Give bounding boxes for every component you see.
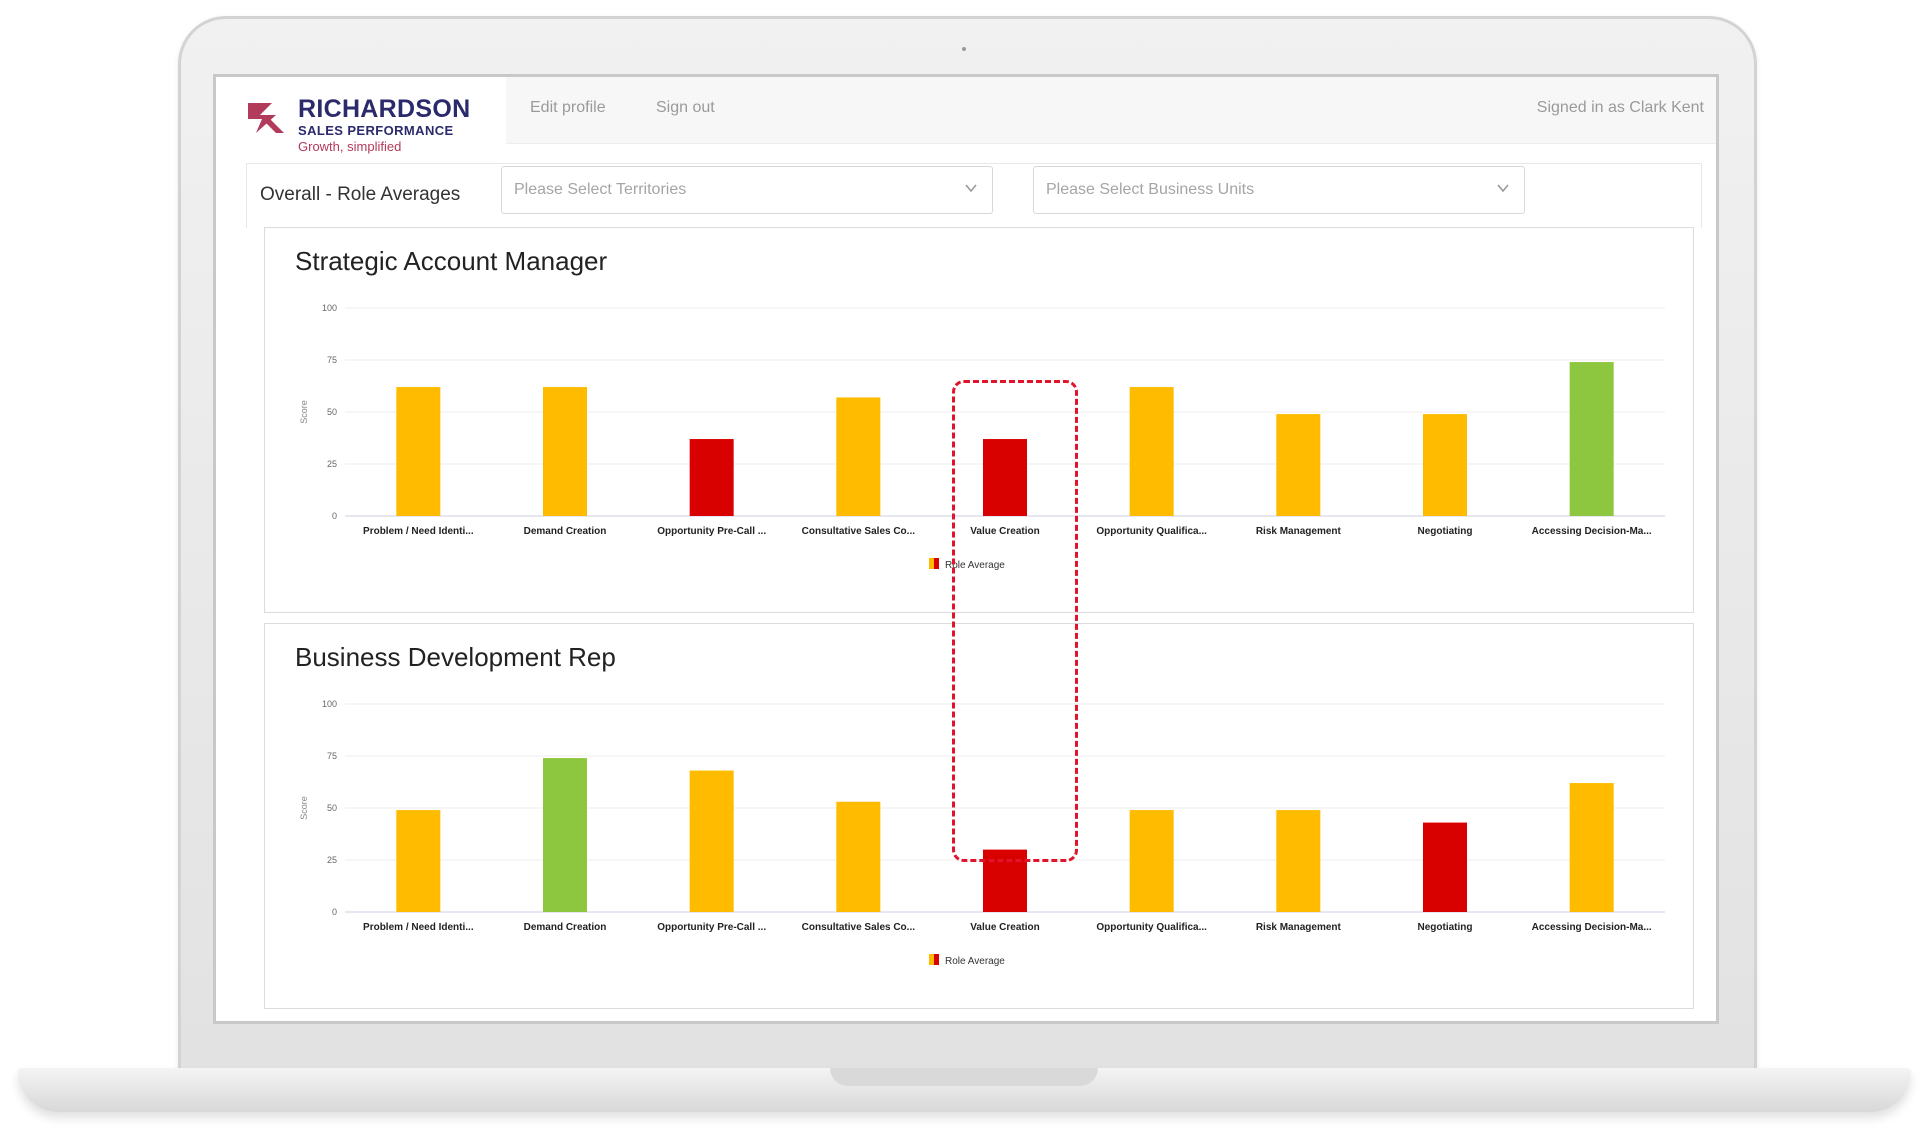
x-tick-label: Negotiating (1418, 922, 1473, 933)
y-tick-label: 25 (327, 855, 337, 865)
legend-swatch-amber (929, 954, 934, 965)
x-tick-label: Consultative Sales Co... (802, 922, 916, 933)
bar (1276, 810, 1320, 912)
bar (1276, 414, 1320, 516)
x-tick-label: Risk Management (1256, 922, 1342, 933)
bar (983, 439, 1027, 516)
x-tick-label: Demand Creation (524, 526, 607, 537)
logo[interactable]: RICHARDSON SALES PERFORMANCE Growth, sim… (216, 77, 506, 157)
x-tick-label: Opportunity Qualifica... (1096, 526, 1207, 537)
bar (543, 387, 587, 516)
app-screen: RICHARDSON SALES PERFORMANCE Growth, sim… (213, 74, 1719, 1024)
richardson-logo-icon (246, 99, 286, 135)
filter-panel: Overall - Role Averages Please Select Te… (246, 163, 1702, 228)
legend-swatch-red (934, 558, 939, 569)
chart-card-strategic-account-manager: Strategic Account Manager 0255075100Scor… (264, 227, 1694, 613)
bar (836, 397, 880, 516)
x-tick-label: Opportunity Pre-Call ... (657, 526, 766, 537)
chart-card-business-development-rep: Business Development Rep 0255075100Score… (264, 623, 1694, 1009)
bar (1130, 810, 1174, 912)
chevron-down-icon (964, 181, 978, 195)
logo-tagline: Growth, simplified (298, 139, 401, 154)
x-tick-label: Negotiating (1418, 526, 1473, 537)
y-tick-label: 100 (322, 699, 337, 709)
x-tick-label: Consultative Sales Co... (802, 526, 916, 537)
business-units-select[interactable]: Please Select Business Units (1033, 166, 1525, 214)
edit-profile-link[interactable]: Edit profile (530, 99, 606, 117)
logo-name: RICHARDSON (298, 95, 470, 124)
y-tick-label: 75 (327, 751, 337, 761)
bar (983, 850, 1027, 912)
top-navigation-bar: RICHARDSON SALES PERFORMANCE Growth, sim… (216, 77, 1716, 144)
y-tick-label: 50 (327, 803, 337, 813)
y-axis-label: Score (299, 796, 309, 820)
y-axis-label: Score (299, 400, 309, 424)
bar (836, 802, 880, 912)
territories-select[interactable]: Please Select Territories (501, 166, 993, 214)
bar (1423, 414, 1467, 516)
y-tick-label: 75 (327, 355, 337, 365)
bar (1423, 823, 1467, 912)
signed-in-status: Signed in as Clark Kent (1537, 99, 1704, 117)
y-tick-label: 0 (332, 511, 337, 521)
x-tick-label: Risk Management (1256, 526, 1342, 537)
legend-label: Role Average (945, 560, 1005, 571)
bar (1570, 362, 1614, 516)
bar-chart: 0 25 50 75 100 Score Problem / Need Identi... D… (265, 624, 1693, 1008)
logo-subtitle: SALES PERFORMANCE (298, 123, 454, 138)
territories-placeholder: Please Select Territories (514, 181, 686, 199)
legend-swatch-amber (929, 558, 934, 569)
x-tick-label: Value Creation (970, 922, 1039, 933)
chevron-down-icon (1496, 181, 1510, 195)
bar (396, 387, 440, 516)
business-units-placeholder: Please Select Business Units (1046, 181, 1254, 199)
bar (1570, 783, 1614, 912)
x-tick-label: Opportunity Pre-Call ... (657, 922, 766, 933)
bar (690, 771, 734, 912)
x-tick-label: Opportunity Qualifica... (1096, 922, 1207, 933)
legend-swatch-red (934, 954, 939, 965)
bar (1130, 387, 1174, 516)
page-title: Overall - Role Averages (260, 184, 460, 206)
x-tick-label: Demand Creation (524, 922, 607, 933)
sign-out-link[interactable]: Sign out (656, 99, 715, 117)
bar (690, 439, 734, 516)
y-tick-label: 0 (332, 907, 337, 917)
bar (543, 758, 587, 912)
x-tick-label: Value Creation (970, 526, 1039, 537)
y-tick-label: 25 (327, 459, 337, 469)
bar (396, 810, 440, 912)
y-tick-label: 50 (327, 407, 337, 417)
x-tick-label: Accessing Decision-Ma... (1532, 526, 1652, 537)
bar-chart: 0 25 50 75 100 Score Problem / Need Identi... D… (265, 228, 1693, 612)
x-tick-label: Problem / Need Identi... (363, 526, 474, 537)
x-tick-label: Problem / Need Identi... (363, 922, 474, 933)
legend-label: Role Average (945, 956, 1005, 967)
laptop-notch (830, 1068, 1098, 1086)
y-tick-label: 100 (322, 303, 337, 313)
camera-icon (962, 47, 966, 51)
x-tick-label: Accessing Decision-Ma... (1532, 922, 1652, 933)
